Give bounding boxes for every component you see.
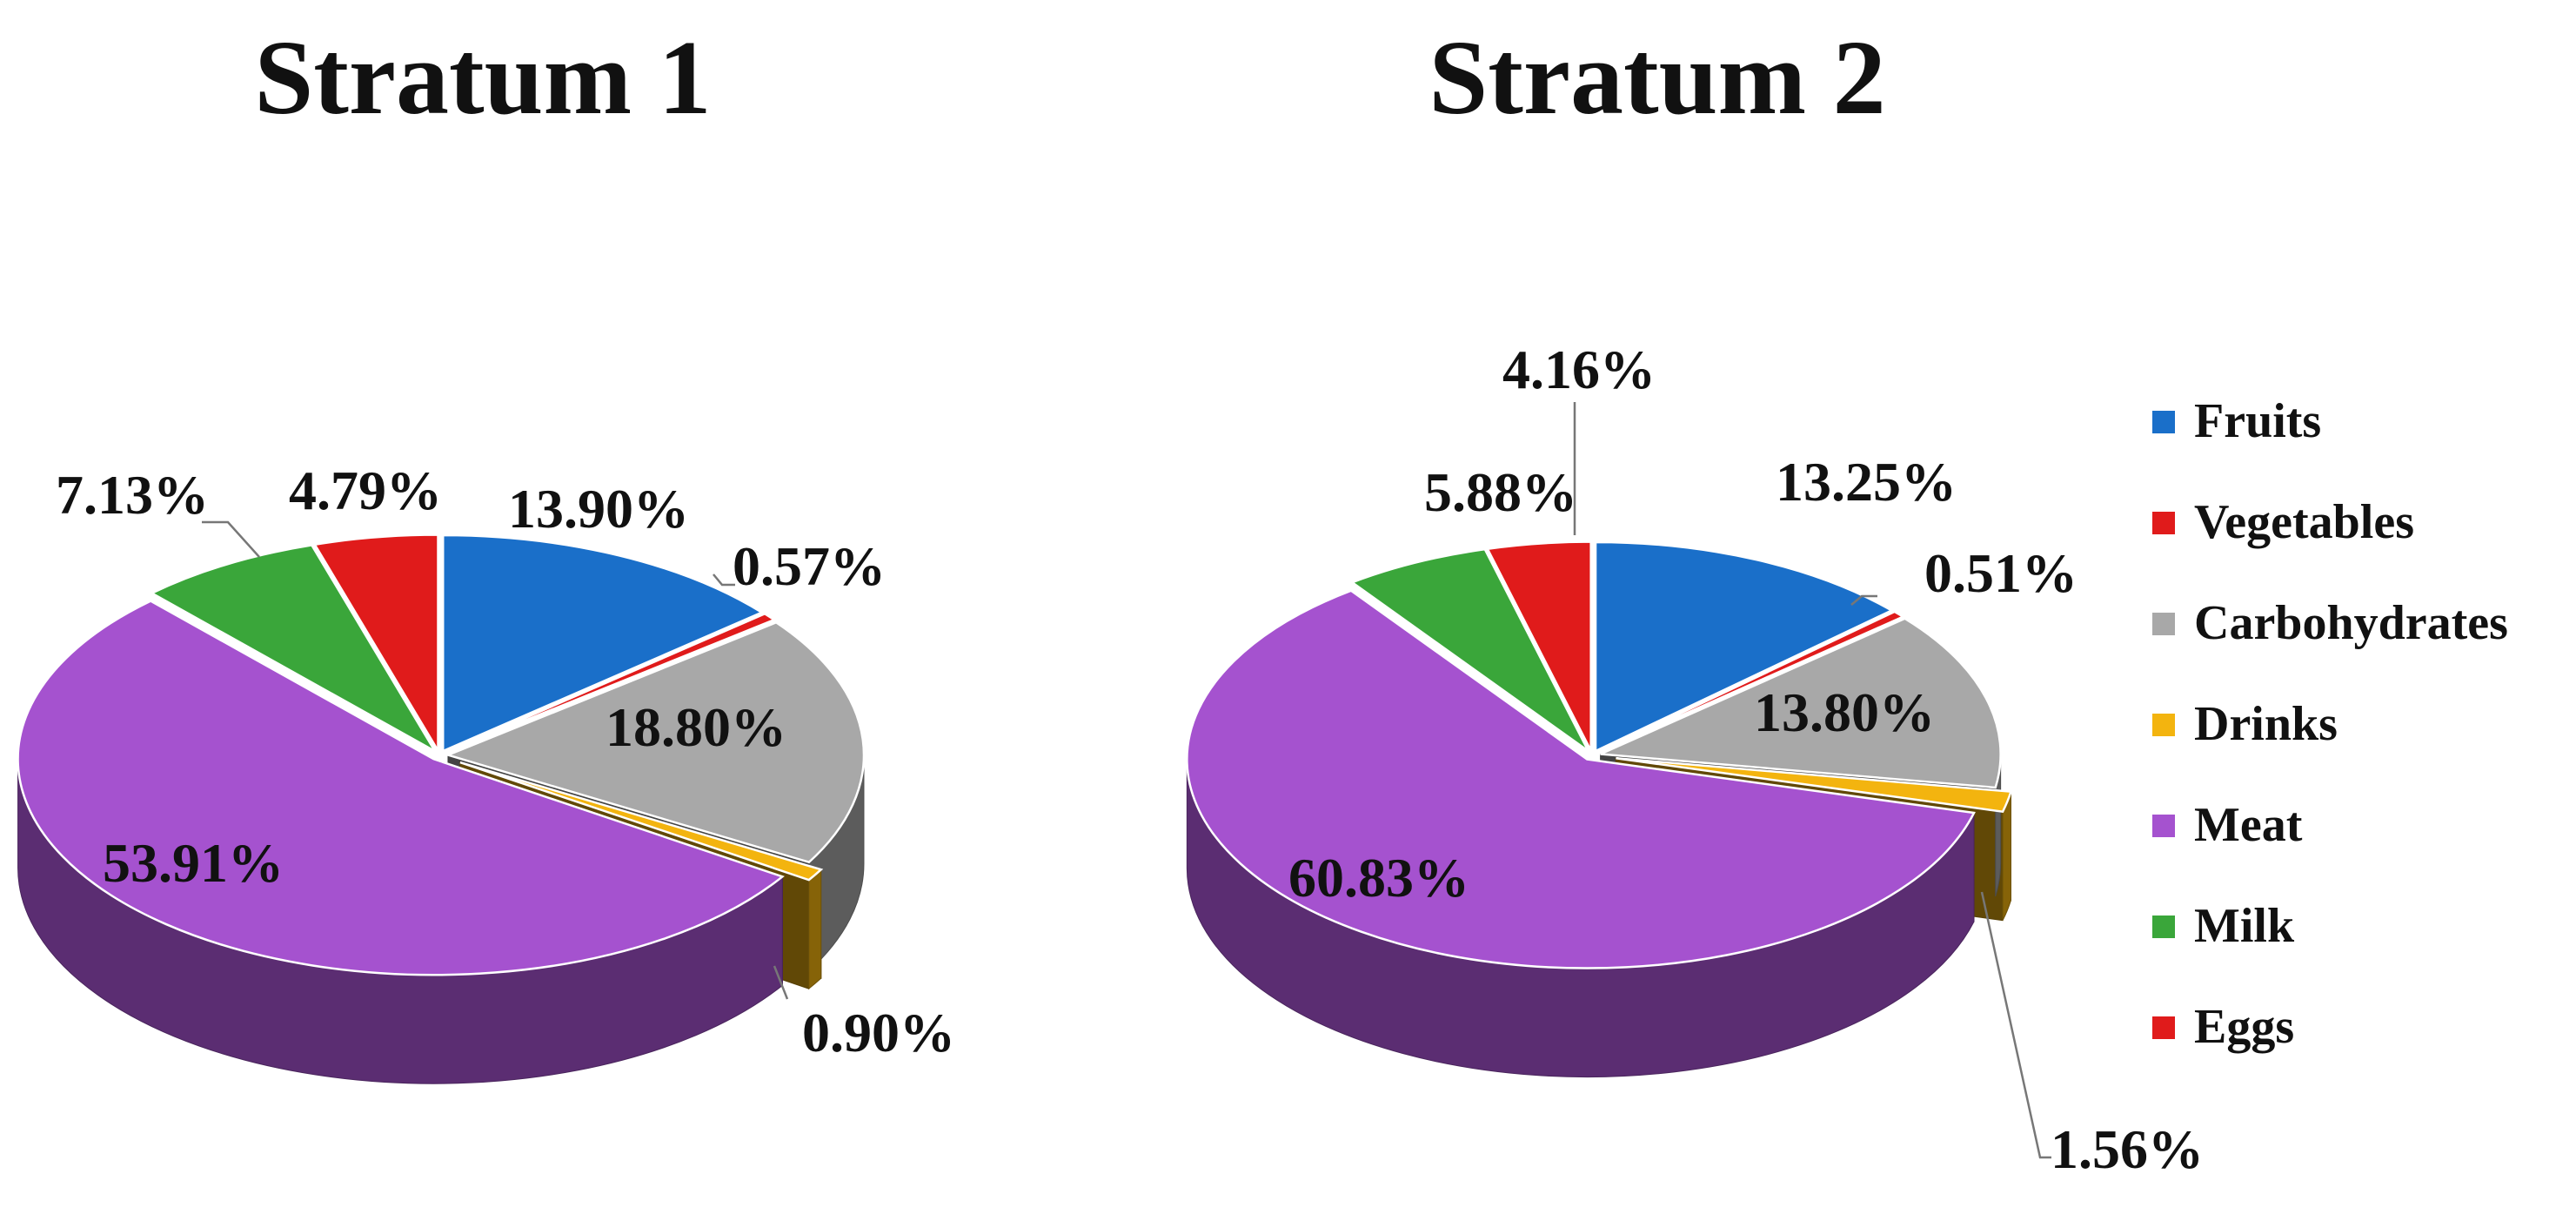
stratum-1-vegetables-leader-line bbox=[713, 573, 735, 587]
stratum-2-fruits-slice bbox=[1594, 540, 1894, 753]
legend-label-meat: Meat bbox=[2194, 798, 2303, 852]
stratum-1-drinks-leader-line bbox=[773, 965, 789, 1000]
stratum-2-chart: Stratum 2 13.25% 0.51% 13.80% 1.56% 60.83% 5.… bbox=[1186, 19, 2204, 1180]
legend-swatch-meat bbox=[2152, 815, 2175, 837]
stratum-2-eggs-slice bbox=[1485, 540, 1592, 752]
legend-swatch-carbohydrates bbox=[2152, 613, 2175, 635]
stratum-2-eggs-percent-label: 4.16% bbox=[1502, 339, 1656, 400]
stratum-1-eggs-slice bbox=[312, 533, 439, 755]
stratum-2-vegetables-leader-line bbox=[1850, 594, 1877, 606]
legend-label-eggs: Eggs bbox=[2194, 1000, 2294, 1054]
legend-swatch-fruits bbox=[2152, 411, 2175, 433]
stratum-2-fruits-percent-label: 13.25% bbox=[1776, 451, 1957, 513]
stratum-1-milk-slice bbox=[149, 544, 438, 755]
stratum-1-eggs-percent-label: 4.79% bbox=[289, 459, 442, 521]
stratum-2-vegetables-percent-label: 0.51% bbox=[1924, 542, 2078, 604]
stratum-1-chart: Stratum 1 13.90% 0.57% 18.80% 0.90% 53.91% 7.… bbox=[17, 19, 955, 1084]
legend-label-drinks: Drinks bbox=[2194, 697, 2338, 751]
stratum-2-meat-slice bbox=[1186, 589, 1976, 969]
stratum-2-milk-percent-label: 5.88% bbox=[1424, 461, 1577, 523]
stratum-1-meat-slice bbox=[17, 600, 785, 976]
stratum-1-carbohydrates-slice bbox=[445, 620, 866, 864]
legend: Fruits Vegetables Carbohydrates Drinks Meat M… bbox=[2152, 394, 2508, 1054]
stratum-2-carbohydrates-slice bbox=[1600, 617, 2002, 789]
stratum-1-carbohydrates-percent-label: 18.80% bbox=[606, 696, 786, 758]
legend-swatch-drinks bbox=[2152, 714, 2175, 736]
stratum-1-drinks-slice bbox=[459, 761, 824, 882]
legend-label-milk: Milk bbox=[2194, 899, 2295, 953]
stratum-2-title: Stratum 2 bbox=[1429, 19, 1885, 137]
stratum-2-drinks-slice bbox=[1616, 756, 2013, 814]
stratum-1-milk-percent-label: 7.13% bbox=[56, 464, 209, 526]
legend-label-vegetables: Vegetables bbox=[2194, 495, 2414, 549]
stratum-2-drinks-percent-label: 1.56% bbox=[2051, 1118, 2204, 1180]
stratum-1-meat-percent-label: 53.91% bbox=[103, 832, 284, 894]
stratum-1-vegetables-percent-label: 0.57% bbox=[733, 535, 886, 597]
stratum-1-fruits-slice bbox=[441, 533, 765, 753]
legend-label-carbohydrates: Carbohydrates bbox=[2194, 596, 2508, 650]
legend-swatch-vegetables bbox=[2152, 512, 2175, 534]
stratum-2-carbohydrates-percent-label: 13.80% bbox=[1754, 681, 1935, 743]
stratum-2-vegetables-slice bbox=[1597, 610, 1906, 754]
stratum-2-meat-percent-label: 60.83% bbox=[1288, 847, 1469, 909]
stratum-2-drinks-leader-line bbox=[1980, 891, 2051, 1159]
stratum-1-fruits-percent-label: 13.90% bbox=[508, 478, 689, 540]
stratum-1-vegetables-slice bbox=[445, 612, 777, 754]
stratum-1-title: Stratum 1 bbox=[254, 19, 711, 137]
stratum-1-drinks-side bbox=[808, 869, 822, 990]
stratum-2-milk-slice bbox=[1349, 547, 1589, 753]
stratum-1-drinks-percent-label: 0.90% bbox=[802, 1002, 955, 1063]
legend-swatch-eggs bbox=[2152, 1016, 2175, 1039]
legend-label-fruits: Fruits bbox=[2194, 394, 2321, 448]
legend-swatch-milk bbox=[2152, 916, 2175, 938]
stratum-1-milk-leader-line bbox=[202, 520, 260, 558]
